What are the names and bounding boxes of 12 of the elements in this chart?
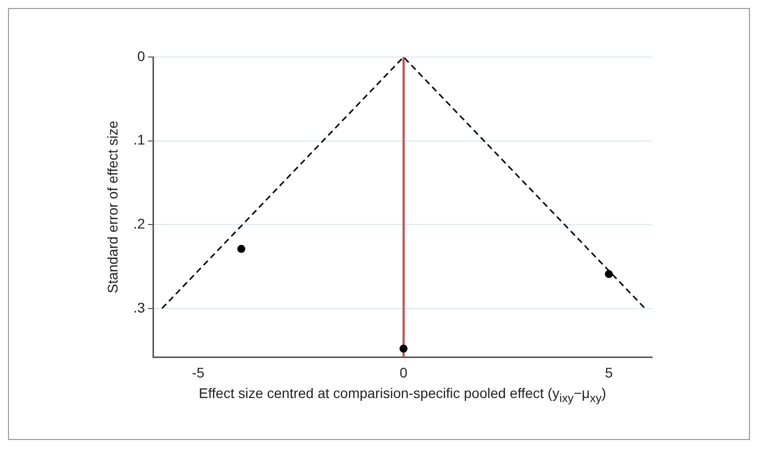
x-tick-label: 5 <box>604 364 613 380</box>
y-tick-label: 0 <box>137 48 146 64</box>
y-tick-label: .1 <box>133 132 146 148</box>
x-tick-label: 0 <box>400 364 408 380</box>
x-tick-label: -5 <box>192 364 205 380</box>
y-tick-label: .3 <box>133 299 146 316</box>
point <box>604 270 613 278</box>
point <box>400 344 408 353</box>
point <box>237 244 246 253</box>
y-tick-label: .2 <box>133 215 146 232</box>
y-axis-title: Standard error of effect size <box>104 120 120 294</box>
x-axis-title: Effect size centred at comparision-specific pooled effect (y$_{ixy}$−μ$_{xy}$) <box>198 385 608 405</box>
